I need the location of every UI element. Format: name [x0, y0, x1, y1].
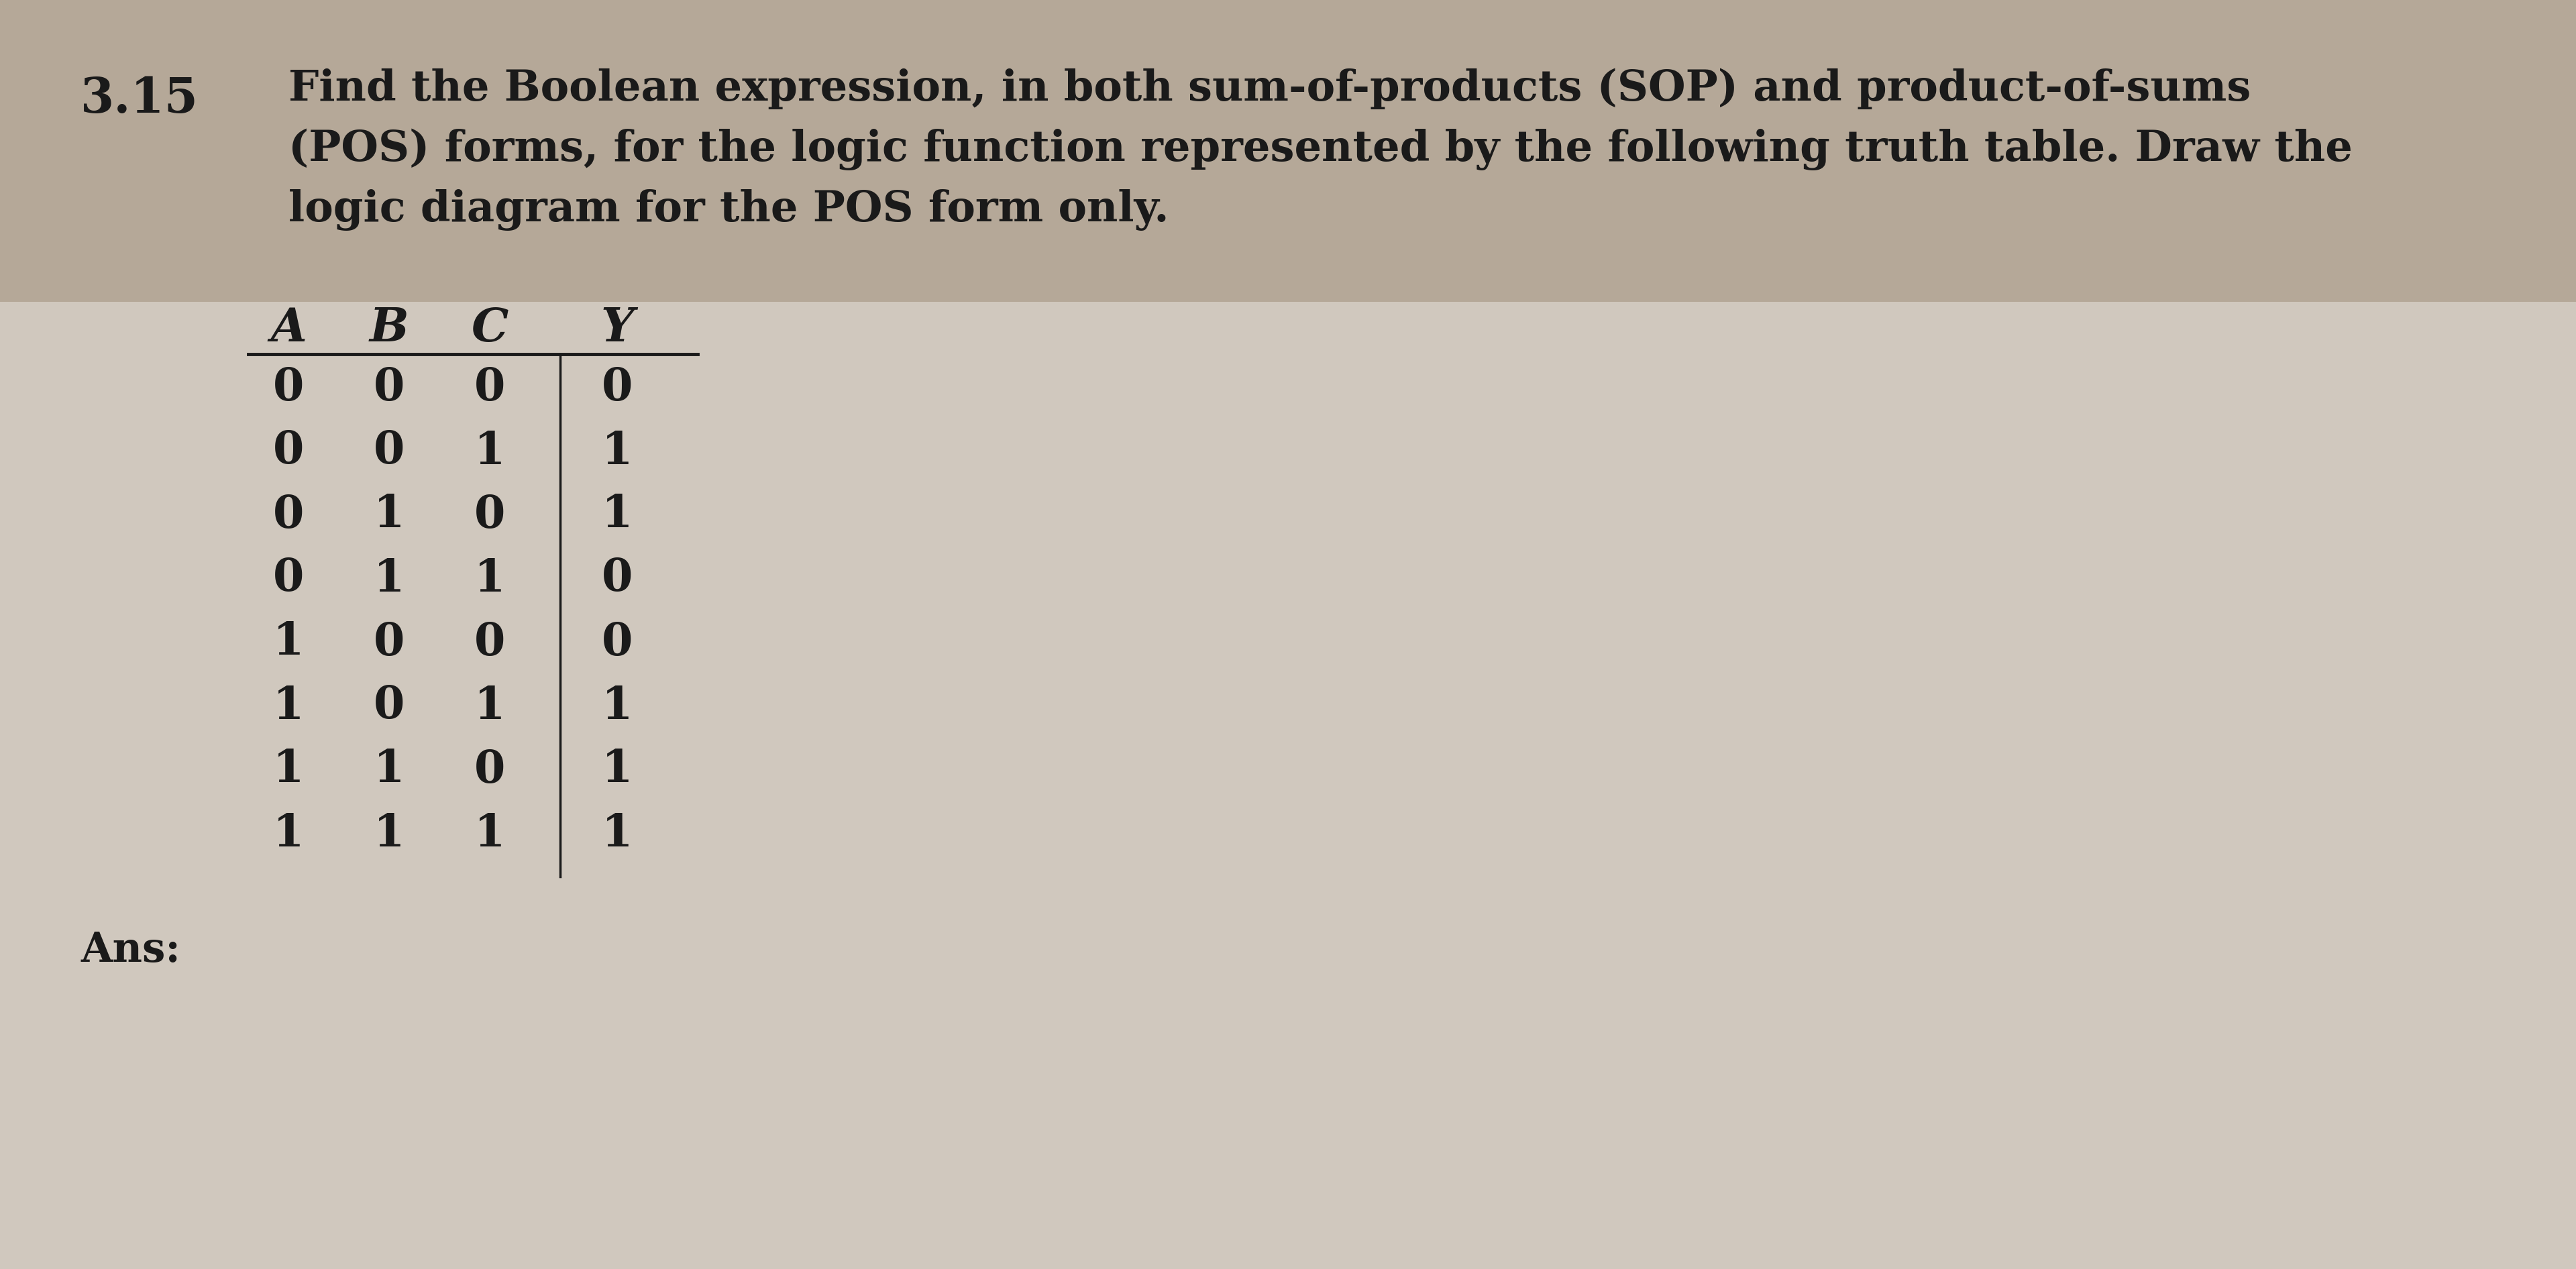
- Text: 0: 0: [273, 365, 304, 410]
- Text: 1: 1: [603, 684, 634, 728]
- Bar: [0, 349, 2576, 1269]
- Text: 0: 0: [273, 494, 304, 537]
- Text: Ans:: Ans:: [80, 930, 180, 971]
- Text: 1: 1: [273, 749, 304, 792]
- Text: 0: 0: [474, 621, 505, 665]
- Text: 1: 1: [474, 684, 505, 728]
- Text: 0: 0: [374, 365, 404, 410]
- Text: 3.15: 3.15: [80, 75, 198, 123]
- Text: 1: 1: [374, 749, 404, 792]
- Text: 1: 1: [474, 812, 505, 855]
- Text: 1: 1: [474, 430, 505, 473]
- Text: 0: 0: [273, 557, 304, 600]
- Text: logic diagram for the POS form only.: logic diagram for the POS form only.: [289, 189, 1170, 231]
- Text: 1: 1: [374, 557, 404, 600]
- Text: 0: 0: [374, 684, 404, 728]
- Text: 0: 0: [474, 749, 505, 792]
- Text: 0: 0: [603, 621, 634, 665]
- Text: 0: 0: [374, 430, 404, 473]
- Text: 1: 1: [603, 812, 634, 855]
- Text: B: B: [368, 306, 410, 352]
- Text: 1: 1: [474, 557, 505, 600]
- Text: 1: 1: [374, 494, 404, 537]
- Text: 0: 0: [603, 557, 634, 600]
- Text: 0: 0: [474, 494, 505, 537]
- Text: 1: 1: [603, 749, 634, 792]
- Bar: [0, 0, 2576, 349]
- Text: 0: 0: [603, 365, 634, 410]
- Text: 1: 1: [603, 494, 634, 537]
- Text: C: C: [471, 306, 507, 352]
- Text: 0: 0: [273, 430, 304, 473]
- Text: Y: Y: [600, 306, 634, 352]
- Text: 0: 0: [374, 621, 404, 665]
- Text: 1: 1: [374, 812, 404, 855]
- Bar: [0, 302, 2576, 1269]
- Text: 1: 1: [273, 684, 304, 728]
- Text: 1: 1: [273, 812, 304, 855]
- Text: 1: 1: [603, 430, 634, 473]
- Text: 1: 1: [273, 621, 304, 665]
- Text: Find the Boolean expression, in both sum-of-products (SOP) and product-of-sums: Find the Boolean expression, in both sum…: [289, 69, 2251, 109]
- Text: A: A: [270, 306, 307, 352]
- Text: (POS) forms, for the logic function represented by the following truth table. Dr: (POS) forms, for the logic function repr…: [289, 128, 2352, 170]
- Text: 0: 0: [474, 365, 505, 410]
